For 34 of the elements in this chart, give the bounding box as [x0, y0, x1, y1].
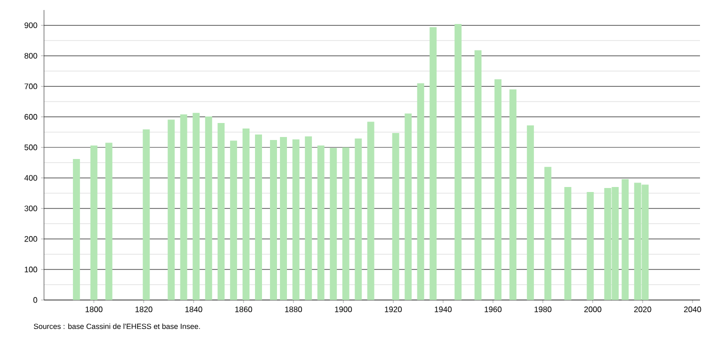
bar [168, 120, 175, 300]
bar [280, 136, 287, 300]
bar [72, 158, 80, 300]
bar [430, 27, 437, 300]
bar [142, 129, 150, 300]
bar [367, 122, 374, 300]
bar [342, 147, 350, 300]
bar [494, 79, 502, 300]
bar [474, 50, 482, 300]
bar [392, 133, 400, 300]
bar [586, 192, 594, 300]
bar [205, 116, 212, 300]
bar [218, 122, 225, 300]
bar [544, 166, 552, 300]
bar [304, 136, 312, 300]
bar [90, 146, 98, 300]
bar [292, 139, 300, 300]
bar [192, 112, 200, 300]
bar [564, 187, 572, 300]
bar [105, 142, 112, 300]
bar [317, 146, 324, 300]
bar [417, 83, 424, 300]
bar [404, 113, 412, 300]
bar [180, 114, 188, 300]
bar [454, 24, 462, 300]
bar [330, 148, 337, 300]
bar [509, 89, 516, 300]
bar [354, 138, 362, 300]
bar [622, 179, 629, 300]
bar [526, 125, 534, 300]
bar [242, 128, 250, 300]
bar [255, 134, 262, 300]
bar [270, 140, 277, 300]
bar [230, 140, 238, 300]
